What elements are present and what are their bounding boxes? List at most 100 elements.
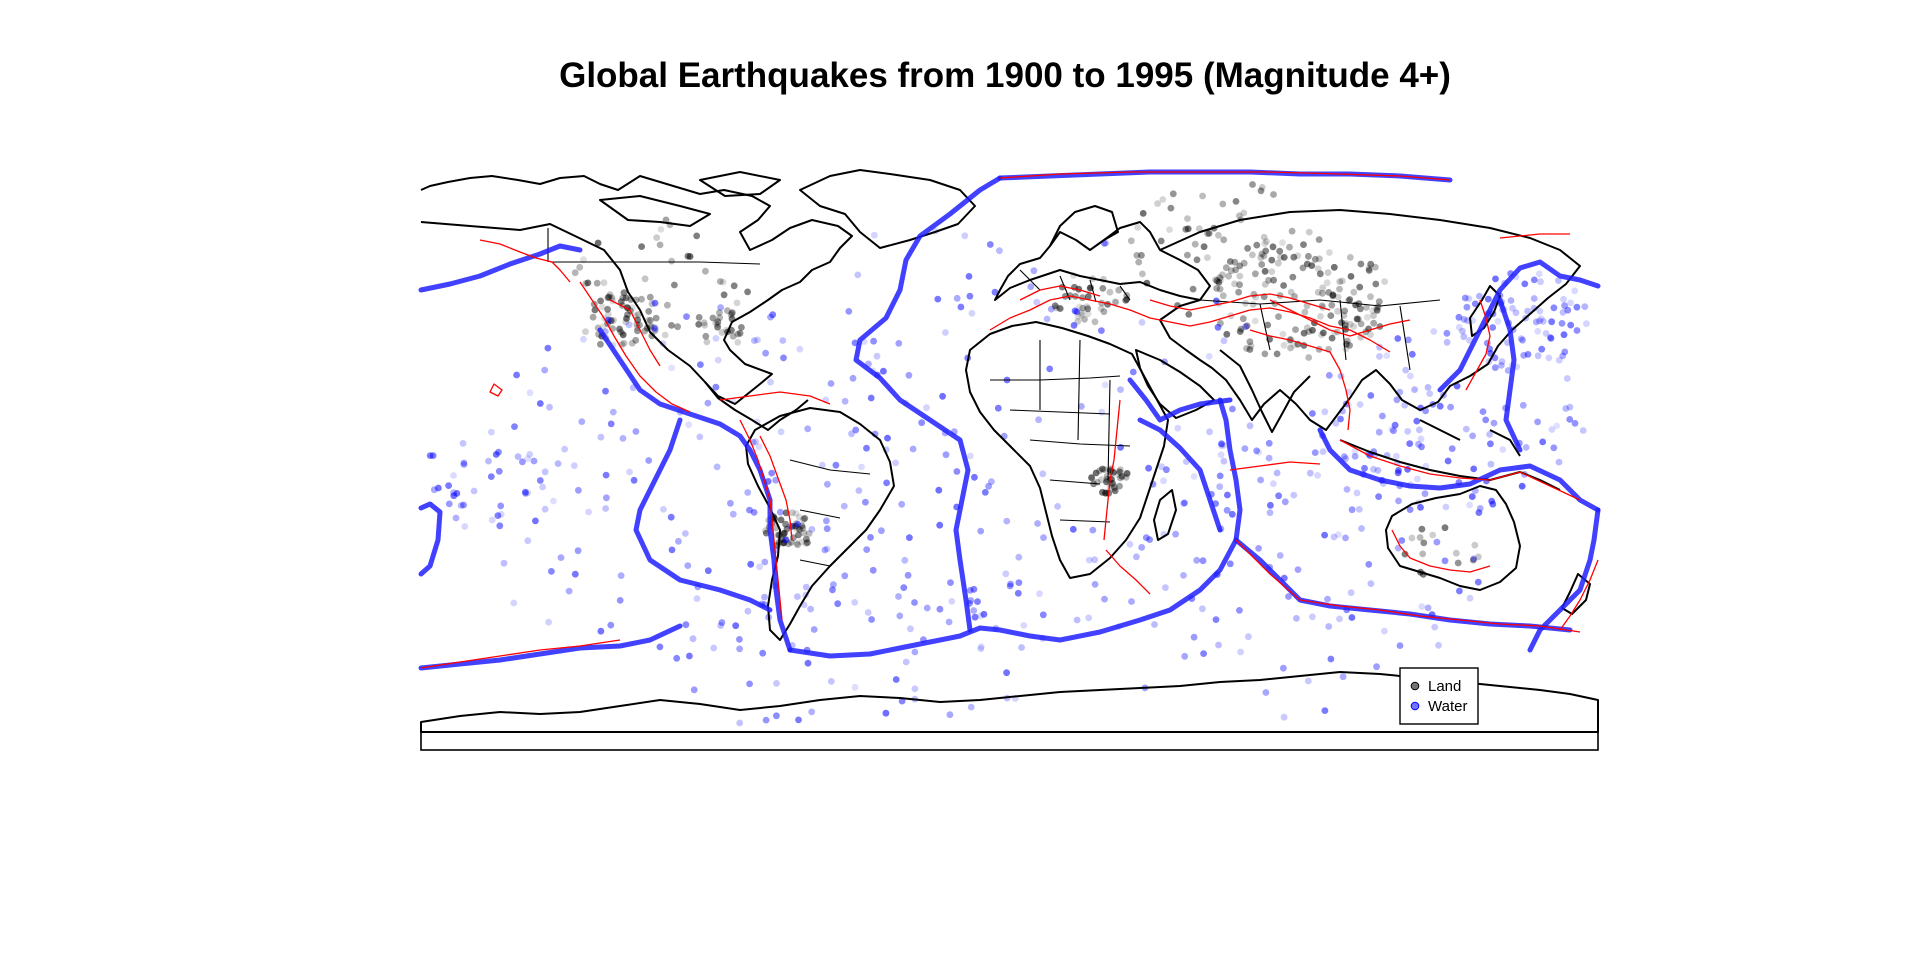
quake-point <box>970 585 978 593</box>
quake-point <box>994 404 1002 412</box>
quake-point <box>953 294 961 302</box>
quake-point <box>1306 469 1314 477</box>
quake-point <box>1227 267 1235 275</box>
quake-point <box>1214 323 1222 331</box>
quake-point <box>1466 594 1474 602</box>
quake-point <box>1301 308 1309 316</box>
quake-point <box>541 505 549 513</box>
quake-point <box>794 520 801 528</box>
quake-point <box>550 497 557 505</box>
quake-point <box>1548 426 1556 433</box>
quake-point <box>1320 329 1327 337</box>
quake-point <box>1336 615 1343 623</box>
quake-point <box>1413 417 1421 425</box>
quake-point <box>1561 348 1569 356</box>
quake-point <box>823 545 831 553</box>
quake-point <box>1138 544 1146 551</box>
quake-point <box>1395 497 1402 505</box>
quake-point <box>1332 420 1340 427</box>
quake-point <box>1329 291 1337 299</box>
quake-point <box>1070 322 1078 329</box>
quake-point <box>585 508 592 516</box>
quake-point <box>1146 536 1153 543</box>
quake-point <box>1231 280 1238 288</box>
quake-point <box>1205 230 1213 237</box>
quake-point <box>966 587 974 594</box>
quake-point <box>710 644 718 652</box>
quake-point <box>738 324 745 331</box>
quake-point <box>1392 452 1400 460</box>
quake-point <box>1111 487 1119 495</box>
fault-nz-tonga <box>1559 559 1599 631</box>
quake-point <box>1550 304 1558 312</box>
quake-point <box>460 501 467 509</box>
fault-andes <box>739 419 783 621</box>
quake-point <box>594 239 602 247</box>
quake-point <box>1273 469 1281 477</box>
quake-point <box>1169 190 1177 198</box>
quake-point <box>1571 287 1579 295</box>
quake-point <box>1078 403 1085 410</box>
quake-point <box>1417 435 1425 443</box>
quake-point <box>584 279 592 287</box>
quake-point <box>1340 453 1348 460</box>
quake-point <box>526 451 534 458</box>
quake-point <box>602 471 610 479</box>
quake-point <box>1134 223 1142 231</box>
border-africa-2 <box>1039 339 1111 481</box>
quake-point <box>622 294 630 302</box>
quake-point <box>1215 278 1223 286</box>
quake-point <box>1524 351 1532 358</box>
quake-point <box>1365 561 1373 568</box>
quake-point <box>709 314 717 322</box>
quake-point <box>1154 200 1161 208</box>
quake-point <box>792 510 800 517</box>
quake-point <box>1367 260 1375 268</box>
quake-point <box>570 462 578 469</box>
quake-point <box>604 294 612 302</box>
quake-point <box>589 313 597 321</box>
fault-tibet <box>1269 299 1411 337</box>
quake-point <box>1433 538 1441 546</box>
quake-point <box>445 482 452 489</box>
coast-india <box>1219 349 1311 433</box>
quake-point <box>1213 285 1220 292</box>
quake-point <box>641 275 649 283</box>
quake-point <box>863 546 871 553</box>
quake-point <box>1402 366 1410 374</box>
quake-point <box>1418 603 1426 610</box>
quake-point <box>695 314 703 321</box>
quake-point <box>1342 534 1349 542</box>
quake-point <box>1342 345 1350 353</box>
quake-point <box>895 340 903 347</box>
legend-marker-water <box>1410 701 1420 711</box>
quake-point <box>736 645 743 653</box>
quake-point <box>1561 302 1568 310</box>
quake-point <box>714 318 722 326</box>
quake-point <box>1343 337 1351 345</box>
quake-point <box>1491 364 1499 371</box>
quake-point <box>1579 427 1587 434</box>
quake-point <box>1338 319 1345 326</box>
quake-point <box>1583 320 1590 327</box>
quake-point <box>827 380 835 387</box>
quake-point <box>1213 277 1221 285</box>
quake-point <box>1521 280 1529 288</box>
quake-point <box>532 517 539 525</box>
quake-point <box>1006 582 1014 590</box>
quake-point <box>1424 604 1432 612</box>
quake-point <box>780 530 787 537</box>
quake-point <box>1216 285 1224 293</box>
quake-point <box>1267 501 1274 509</box>
quake-point <box>656 241 664 249</box>
quake-point <box>794 541 802 549</box>
quake-point <box>961 232 969 240</box>
quake-point <box>1324 269 1332 276</box>
quake-point <box>1225 272 1232 280</box>
quake-point <box>1190 633 1198 641</box>
chart-title: Global Earthquakes from 1900 to 1995 (Ma… <box>559 56 1451 95</box>
quake-point <box>1237 648 1244 656</box>
band-east-pacific-rise <box>633 417 773 613</box>
quake-point <box>1442 503 1450 511</box>
quake-point <box>720 291 728 299</box>
